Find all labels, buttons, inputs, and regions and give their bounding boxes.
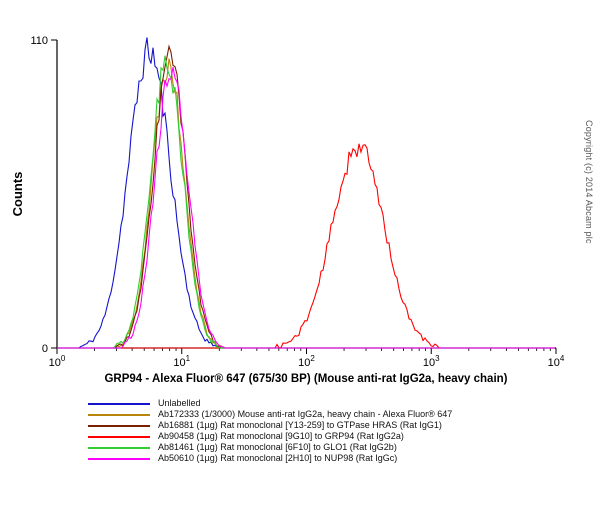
legend-swatch (88, 424, 150, 427)
legend-item: Ab90458 (1µg) Rat monoclonal [9G10] to G… (88, 432, 452, 441)
series-curve (57, 58, 555, 349)
series-curve (57, 44, 555, 349)
x-tick-label: 102 (298, 354, 315, 369)
series-curve (57, 143, 555, 349)
legend-item: Ab172333 (1/3000) Mouse anti-rat IgG2a, … (88, 410, 452, 419)
legend-label: Ab16881 (1µg) Rat monoclonal [Y13-259] t… (158, 420, 442, 430)
series-curve (57, 67, 555, 349)
legend-swatch (88, 435, 150, 438)
series-curves (57, 37, 555, 349)
y-tick-label: 0 (42, 343, 48, 355)
legend-item: Unlabelled (88, 399, 452, 408)
y-tick-label: 110 (30, 35, 48, 47)
legend-swatch (88, 457, 150, 460)
legend-label: Ab90458 (1µg) Rat monoclonal [9G10] to G… (158, 431, 404, 441)
legend-swatch (88, 413, 150, 416)
copyright-text: Copyright (c) 2014 Abcam plc (584, 120, 594, 244)
legend-item: Ab16881 (1µg) Rat monoclonal [Y13-259] t… (88, 421, 452, 430)
legend-label: Ab81461 (1µg) Rat monoclonal [6F10] to G… (158, 442, 397, 452)
y-axis-label: Counts (10, 172, 25, 217)
legend-item: Ab81461 (1µg) Rat monoclonal [6F10] to G… (88, 443, 452, 452)
histogram-chart: Counts GRP94 - Alexa Fluor® 647 (675/30 … (10, 35, 565, 385)
x-tick-label: 101 (173, 354, 190, 369)
legend-label: Ab172333 (1/3000) Mouse anti-rat IgG2a, … (158, 409, 453, 419)
legend-label: Unlabelled (158, 398, 201, 408)
legend-swatch (88, 446, 150, 449)
x-tick-label: 100 (49, 354, 66, 369)
x-axis-ticks: 100 101 102 103 104 (49, 348, 565, 369)
x-axis-label: GRP94 - Alexa Fluor® 647 (675/30 BP) (Mo… (104, 373, 507, 385)
x-tick-label: 103 (423, 354, 440, 369)
legend-item: Ab50610 (1µg) Rat monoclonal [2H10] to N… (88, 454, 452, 463)
axes (56, 40, 556, 349)
y-axis-ticks: 0 110 (30, 35, 57, 355)
chart-legend: Unlabelled Ab172333 (1/3000) Mouse anti-… (88, 399, 452, 463)
series-curve (57, 37, 555, 349)
legend-label: Ab50610 (1µg) Rat monoclonal [2H10] to N… (158, 453, 398, 463)
series-curve (57, 55, 555, 349)
legend-swatch (88, 402, 150, 405)
x-tick-label: 104 (548, 354, 565, 369)
